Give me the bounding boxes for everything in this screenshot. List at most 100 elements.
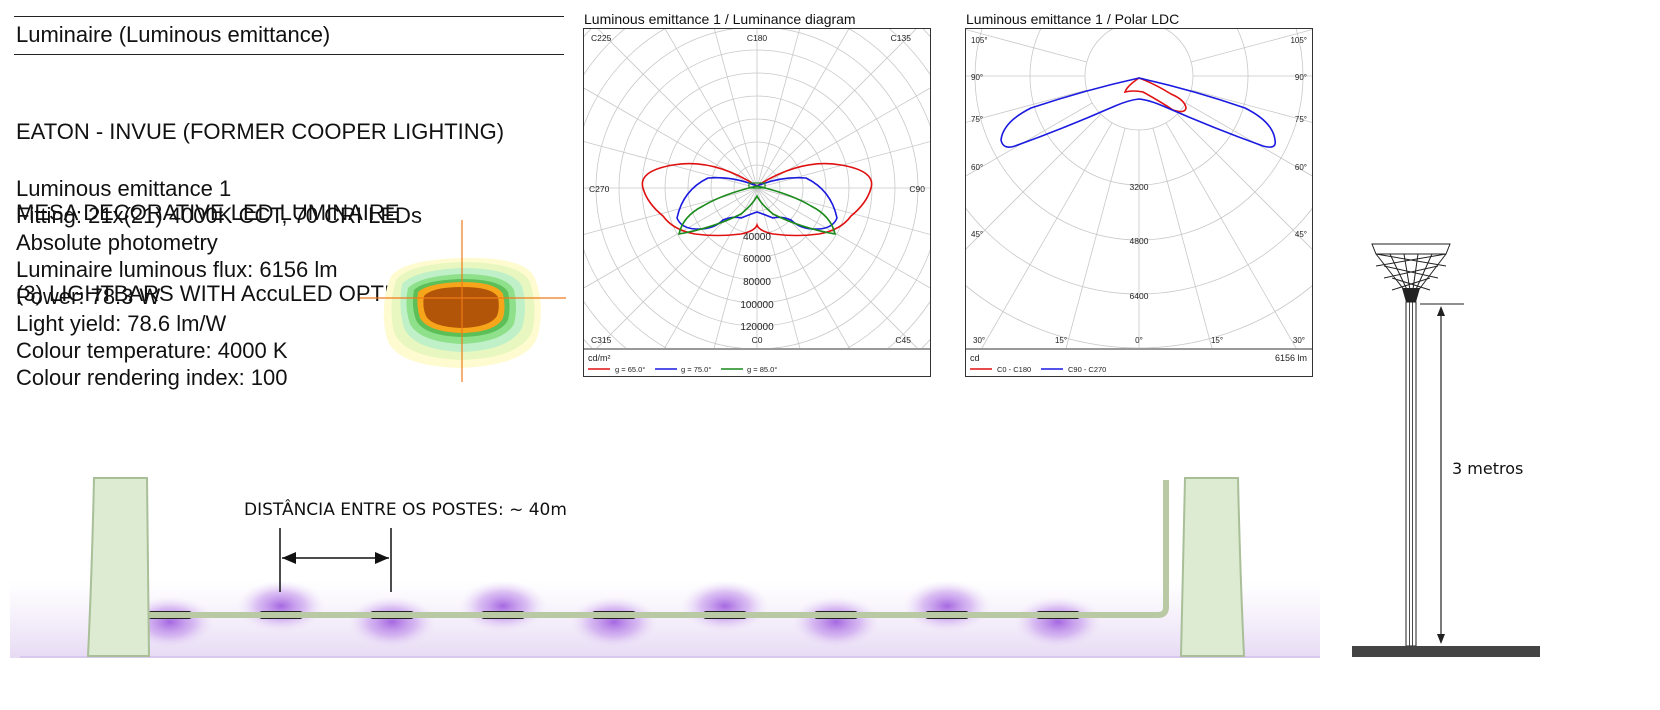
corner-label-c270: C270 xyxy=(589,184,610,194)
corner-label-c315: C315 xyxy=(591,335,612,345)
grid-spoke xyxy=(756,29,850,189)
corner-label-c90: C90 xyxy=(909,184,925,194)
grid-spoke xyxy=(966,102,1093,177)
grid-lines xyxy=(966,29,1312,348)
grid-lines xyxy=(584,29,930,348)
grid-spoke xyxy=(1065,128,1126,348)
pole-elevation: 3 metros xyxy=(1352,243,1540,657)
angle-label-left: 60° xyxy=(971,163,983,172)
lamp-glow xyxy=(570,596,658,648)
pole-height-label: 3 metros xyxy=(1452,459,1523,478)
legend-label-c90-c270: C90 - C270 xyxy=(1068,365,1106,374)
ring-value: 100000 xyxy=(740,300,774,311)
grid-spoke xyxy=(756,187,850,348)
grid-spoke xyxy=(981,122,1113,348)
description-line: MESA DECORATIVE LED LUMINAIRE xyxy=(16,200,400,225)
angle-label-right: 75° xyxy=(1295,115,1307,124)
grid-spoke xyxy=(664,187,758,348)
grid-spoke xyxy=(966,29,1087,63)
ring-value: 80000 xyxy=(743,277,771,288)
description-line: (3) LIGHTBARS WITH AccuLED OPTICS xyxy=(16,281,421,306)
angle-label-bottom: 30° xyxy=(1293,336,1305,345)
unit-label: cd/m² xyxy=(588,353,611,363)
luminaire-center-marker xyxy=(748,182,766,189)
corner-label-c225: C225 xyxy=(591,33,612,43)
grid-spoke xyxy=(756,29,801,189)
corner-label-c0: C0 xyxy=(752,335,763,345)
height-arrow xyxy=(1437,634,1445,644)
top-rule xyxy=(14,16,564,17)
grid-spoke xyxy=(966,113,1102,250)
curve-g75 xyxy=(676,176,838,230)
flux-label: 6156 lm xyxy=(1275,353,1307,363)
angle-label-left: 105° xyxy=(971,36,988,45)
angle-label-left: 90° xyxy=(971,73,983,82)
property-line: Fitting: 21x(21) 4000K CCT, 70 CRI LEDs xyxy=(16,203,422,228)
grid-spoke xyxy=(584,187,758,289)
angle-label-bottom: 0° xyxy=(1135,336,1143,345)
polar-grid xyxy=(584,29,930,348)
property-line: Power: 78.3 W xyxy=(16,284,161,309)
property-line: Light yield: 78.6 lm/W xyxy=(16,311,227,336)
angle-label-right: 90° xyxy=(1295,73,1307,82)
luminance-diagram-title: Luminous emittance 1 / Luminance diagram xyxy=(584,11,856,27)
property-line: Luminaire luminous flux: 6156 lm xyxy=(16,257,338,282)
grid-spoke xyxy=(584,141,758,189)
angle-label-right: 105° xyxy=(1290,36,1307,45)
property-line: Luminous emittance 1 xyxy=(16,176,232,201)
angle-label-left: 75° xyxy=(971,115,983,124)
luminaire-description: EATON - INVUE (FORMER COOPER LIGHTING) M… xyxy=(16,64,504,334)
street-plan: DISTÂNCIA ENTRE OS POSTES: ~ 40m xyxy=(10,477,1320,658)
angle-label-bottom: 15° xyxy=(1211,336,1223,345)
building-column-left xyxy=(86,477,151,657)
building-column-right xyxy=(1179,477,1246,657)
grid-spoke xyxy=(1191,89,1312,123)
lamp-glow xyxy=(237,580,325,632)
grid-spoke xyxy=(597,29,758,189)
ring-value: 40000 xyxy=(743,232,771,243)
grid-spoke xyxy=(756,87,930,189)
walkway-path xyxy=(140,480,1169,618)
lamp-glow xyxy=(348,596,436,648)
ground-line xyxy=(20,656,1320,658)
polar-ldc-title: Luminous emittance 1 / Polar LDC xyxy=(966,11,1180,27)
grid-spoke xyxy=(713,29,758,189)
unit-label: cd xyxy=(970,353,980,363)
property-line: Colour rendering index: 100 xyxy=(16,365,288,390)
grid-spoke xyxy=(756,141,930,189)
grid-spoke xyxy=(756,187,801,348)
dimension-arrow xyxy=(282,552,296,564)
pole-shaft xyxy=(1405,301,1417,647)
lamp-glow xyxy=(903,580,991,632)
distance-label: DISTÂNCIA ENTRE OS POSTES: ~ 40m xyxy=(244,498,567,520)
luminaire-neck xyxy=(1402,288,1420,302)
description-line: EATON - INVUE (FORMER COOPER LIGHTING) xyxy=(16,119,505,144)
property-line: Colour temperature: 4000 K xyxy=(16,338,288,363)
angle-label-left: 45° xyxy=(971,230,983,239)
curve-c90-c270 xyxy=(1000,77,1277,148)
polar-ldc: 105° 90° 75° 60° 45° 105° 90° 75° 60° 45… xyxy=(965,28,1313,377)
legend-label-g65: g = 65.0° xyxy=(615,365,645,374)
corner-label-c180: C180 xyxy=(747,33,768,43)
luminaire-properties: Luminous emittance 1 Fitting: 21x(21) 40… xyxy=(16,175,422,391)
luminaire-heading: Luminaire (Luminous emittance) xyxy=(16,22,331,47)
grid-spoke xyxy=(966,89,1087,123)
lamp-glow xyxy=(459,580,547,632)
property-line: Absolute photometry xyxy=(16,230,218,255)
grid-spoke xyxy=(756,187,930,289)
curve-g85 xyxy=(677,185,837,235)
isolux-contour-core xyxy=(423,287,499,328)
height-arrow xyxy=(1437,306,1445,316)
grid-spoke xyxy=(1185,102,1312,177)
legend-label-g85: g = 85.0° xyxy=(747,365,777,374)
grid-spoke xyxy=(1152,128,1213,348)
ring-value: 60000 xyxy=(743,254,771,265)
angle-label-bottom: 30° xyxy=(973,336,985,345)
lamp-glow xyxy=(681,580,769,632)
ring-value: 3200 xyxy=(1130,182,1149,192)
legend-label-g75: g = 75.0° xyxy=(681,365,711,374)
dimension-arrow xyxy=(375,552,389,564)
polar-grid xyxy=(966,29,1312,348)
isolux-footprint xyxy=(360,220,566,382)
pole-base xyxy=(1352,646,1540,657)
